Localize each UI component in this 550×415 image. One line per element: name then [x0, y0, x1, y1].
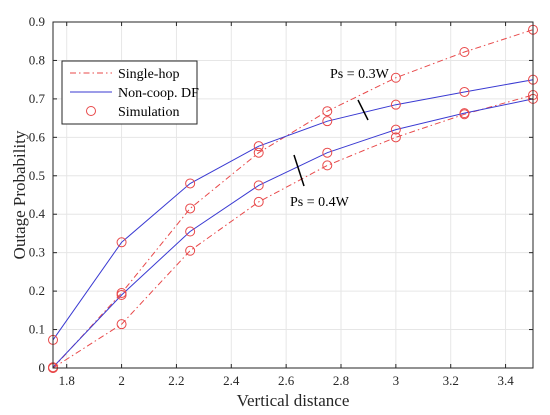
simulation-point	[322, 116, 333, 127]
y-tick-label: 0.8	[29, 52, 45, 67]
simulation-point	[185, 203, 196, 214]
simulation-point	[390, 124, 401, 135]
series-single-hop-0.4w	[52, 94, 534, 369]
simulation-point	[322, 147, 333, 158]
plot-frame	[52, 21, 534, 369]
simulation-point	[253, 196, 264, 207]
legend-single-hop-label: Single-hop	[118, 67, 179, 82]
annotation-ps-0.4w: Ps = 0.4W	[290, 195, 350, 210]
simulation-point	[459, 86, 470, 97]
legend-non-coop-label: Non-coop. DF	[118, 86, 199, 101]
annotation-ps-0.3w: Ps = 0.3W	[330, 67, 390, 82]
simulation-point	[185, 245, 196, 256]
simulation-point	[459, 108, 470, 119]
y-ticks: 0 0.1 0.2 0.3 0.4 0.5 0.6 0.7 0.8 0.9	[29, 14, 533, 375]
x-tick-label: 3	[393, 373, 400, 388]
x-tick-label: 3.4	[497, 373, 514, 388]
y-tick-label: 0.1	[29, 322, 45, 337]
series-layer	[52, 29, 534, 369]
x-tick-label: 2.2	[168, 373, 184, 388]
x-ticks: 1.8 2 2.2 2.4 2.6 2.8 3 3.2 3.4	[59, 22, 514, 388]
simulation-point	[322, 160, 333, 171]
x-tick-label: 1.8	[59, 373, 75, 388]
simulation-point	[390, 132, 401, 143]
simulation-point	[253, 147, 264, 158]
x-tick-label: 3.2	[443, 373, 459, 388]
simulation-point	[116, 237, 127, 248]
simulation-point	[116, 319, 127, 330]
simulation-point	[185, 178, 196, 189]
x-tick-label: 2.4	[223, 373, 240, 388]
y-tick-label: 0.3	[29, 245, 45, 260]
simulation-point	[390, 72, 401, 83]
series-non-coop-df-0.4w	[52, 98, 534, 368]
simulation-point	[322, 106, 333, 117]
y-axis-label: Outage Probability	[10, 130, 29, 259]
simulation-point	[253, 180, 264, 191]
annotation-pointer-0.3w	[357, 99, 369, 121]
simulation-point	[459, 46, 470, 57]
series-single-hop-0.3w	[52, 29, 534, 369]
simulation-point	[390, 99, 401, 110]
legend-simulation-marker	[86, 106, 96, 116]
x-axis-label: Vertical distance	[237, 391, 350, 410]
annotation-pointer-0.4w	[293, 154, 305, 187]
y-tick-label: 0.5	[29, 168, 45, 183]
y-tick-label: 0.4	[29, 206, 46, 221]
legend-simulation-label: Simulation	[118, 105, 179, 120]
y-tick-label: 0.9	[29, 14, 45, 29]
simulation-point	[116, 289, 127, 300]
y-tick-label: 0.7	[29, 91, 46, 106]
simulation-point	[185, 226, 196, 237]
x-tick-label: 2.8	[333, 373, 349, 388]
simulation-markers	[48, 24, 538, 373]
y-tick-label: 0.6	[29, 129, 46, 144]
simulation-point	[253, 141, 264, 152]
y-tick-label: 0.2	[29, 283, 45, 298]
x-tick-label: 2.6	[278, 373, 295, 388]
series-non-coop-df-0.3w	[52, 79, 534, 341]
y-tick-label: 0	[39, 360, 46, 375]
x-tick-label: 2	[118, 373, 125, 388]
legend: Single-hop Non-coop. DF Simulation	[61, 60, 199, 125]
